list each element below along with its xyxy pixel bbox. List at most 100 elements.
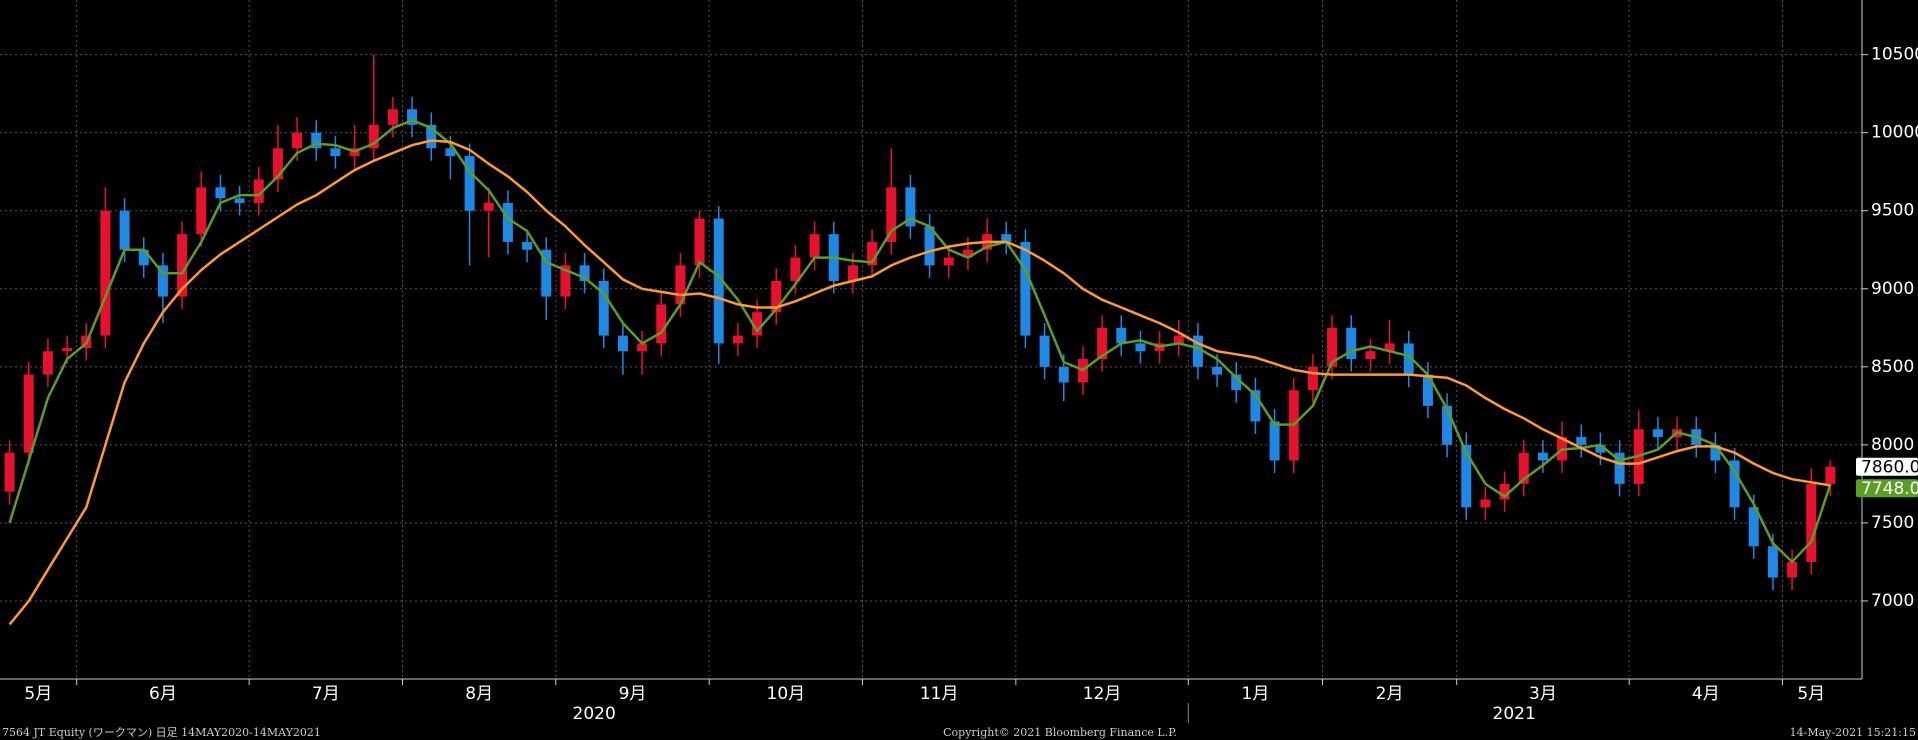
ma-line bbox=[8, 118, 1832, 564]
candle-body bbox=[4, 452, 15, 492]
y-tick-label: 9500 bbox=[1871, 201, 1914, 221]
year-label: 2020 bbox=[573, 704, 616, 724]
candle-body bbox=[272, 148, 283, 180]
year-label: 2021 bbox=[1493, 704, 1536, 724]
candle-body bbox=[1307, 366, 1318, 391]
candle-body bbox=[1135, 343, 1146, 352]
candle-body bbox=[1537, 452, 1548, 461]
candle-body bbox=[1499, 483, 1510, 500]
y-tick-label: 9000 bbox=[1871, 279, 1914, 299]
candle-body bbox=[1250, 390, 1261, 422]
x-tick-label: 7月 bbox=[312, 684, 340, 704]
candle-body bbox=[637, 343, 648, 352]
y-tick-label: 8000 bbox=[1871, 435, 1914, 455]
candle-body bbox=[752, 312, 763, 336]
candle-body bbox=[1173, 335, 1184, 344]
candle-body bbox=[522, 241, 533, 250]
candle-body bbox=[119, 210, 130, 250]
footer-right: 14-May-2021 15:21:15 bbox=[1790, 726, 1916, 739]
x-tick-label: 4月 bbox=[1692, 684, 1720, 704]
candle-body bbox=[1231, 374, 1242, 391]
candle-body bbox=[42, 351, 53, 375]
candle-body bbox=[407, 109, 418, 125]
candle-body bbox=[1039, 335, 1050, 367]
footer-center: Copyright© 2021 Bloomberg Finance L.P. bbox=[943, 726, 1177, 739]
candle-body bbox=[598, 280, 609, 336]
candle-body bbox=[1461, 444, 1472, 508]
candle-body bbox=[1327, 327, 1338, 367]
candle-body bbox=[1787, 561, 1798, 578]
candle-body bbox=[1442, 405, 1453, 445]
candle-body bbox=[1652, 429, 1663, 438]
candle-body bbox=[617, 335, 628, 352]
candle-body bbox=[1422, 374, 1433, 406]
candle-body bbox=[177, 234, 188, 297]
candle-body bbox=[1595, 444, 1606, 453]
candle-body bbox=[215, 187, 226, 199]
candle-body bbox=[809, 234, 820, 258]
candle-body bbox=[579, 265, 590, 281]
y-tick-label: 7000 bbox=[1871, 591, 1914, 611]
x-tick-label: 10月 bbox=[767, 684, 806, 704]
candle-body bbox=[368, 124, 379, 149]
candle-body bbox=[464, 156, 475, 211]
candle-body bbox=[157, 265, 168, 297]
candle-body bbox=[1767, 546, 1778, 578]
x-tick-label: 12月 bbox=[1083, 684, 1122, 704]
candle-body bbox=[253, 179, 264, 203]
candle-body bbox=[1806, 483, 1817, 562]
candle-body bbox=[1020, 241, 1031, 336]
candle-body bbox=[292, 132, 303, 149]
candle-body bbox=[943, 257, 954, 266]
x-tick-label: 6月 bbox=[149, 684, 177, 704]
candle-body bbox=[445, 148, 456, 157]
candle-body bbox=[790, 257, 801, 281]
candle-body bbox=[1614, 452, 1625, 484]
candle-body bbox=[713, 218, 724, 344]
candle-body bbox=[138, 249, 149, 266]
candle-body bbox=[196, 187, 207, 235]
x-tick-label: 5月 bbox=[24, 684, 52, 704]
footer-left: 7564 JT Equity (ワークマン) 日足 14MAY2020-14MA… bbox=[2, 726, 321, 739]
y-tick-label: 8500 bbox=[1871, 357, 1914, 377]
candle-body bbox=[962, 249, 973, 258]
ma-line bbox=[8, 139, 1831, 626]
candle-body bbox=[1729, 460, 1740, 508]
price-tag bbox=[1856, 479, 1918, 498]
y-tick-label: 7500 bbox=[1871, 513, 1914, 533]
candle-body bbox=[847, 265, 858, 281]
candle-body bbox=[1403, 343, 1414, 375]
x-tick-label: 9月 bbox=[619, 684, 647, 704]
candle-body bbox=[1576, 437, 1587, 445]
candle-body bbox=[656, 304, 667, 344]
candle-body bbox=[694, 218, 705, 266]
price-tag-label: 7748.0 bbox=[1861, 479, 1918, 499]
candle-body bbox=[1518, 452, 1529, 484]
candle-body bbox=[387, 109, 398, 125]
candle-body bbox=[1365, 351, 1376, 360]
candle-body bbox=[1480, 499, 1491, 508]
x-tick-label: 2月 bbox=[1376, 684, 1404, 704]
candle-body bbox=[62, 348, 73, 352]
candle-body bbox=[330, 148, 341, 157]
candle-body bbox=[1192, 335, 1203, 367]
candle-body bbox=[100, 210, 111, 336]
x-tick-label: 1月 bbox=[1242, 684, 1270, 704]
price-tag-label: 7860.0 bbox=[1861, 458, 1918, 478]
candle-body bbox=[234, 198, 245, 203]
candle-body bbox=[771, 280, 782, 313]
x-tick-label: 3月 bbox=[1529, 684, 1557, 704]
candle-body bbox=[483, 202, 494, 211]
price-tag bbox=[1856, 457, 1918, 476]
candle-body bbox=[1116, 327, 1127, 344]
candle-body bbox=[1001, 234, 1012, 242]
candle-body bbox=[732, 335, 743, 344]
y-tick-label: 10000 bbox=[1871, 123, 1918, 143]
y-tick-label: 10500 bbox=[1871, 45, 1918, 65]
candle-body bbox=[23, 374, 34, 453]
x-tick-label: 5月 bbox=[1797, 684, 1825, 704]
candle-body bbox=[311, 132, 322, 149]
candle-body bbox=[541, 249, 552, 297]
